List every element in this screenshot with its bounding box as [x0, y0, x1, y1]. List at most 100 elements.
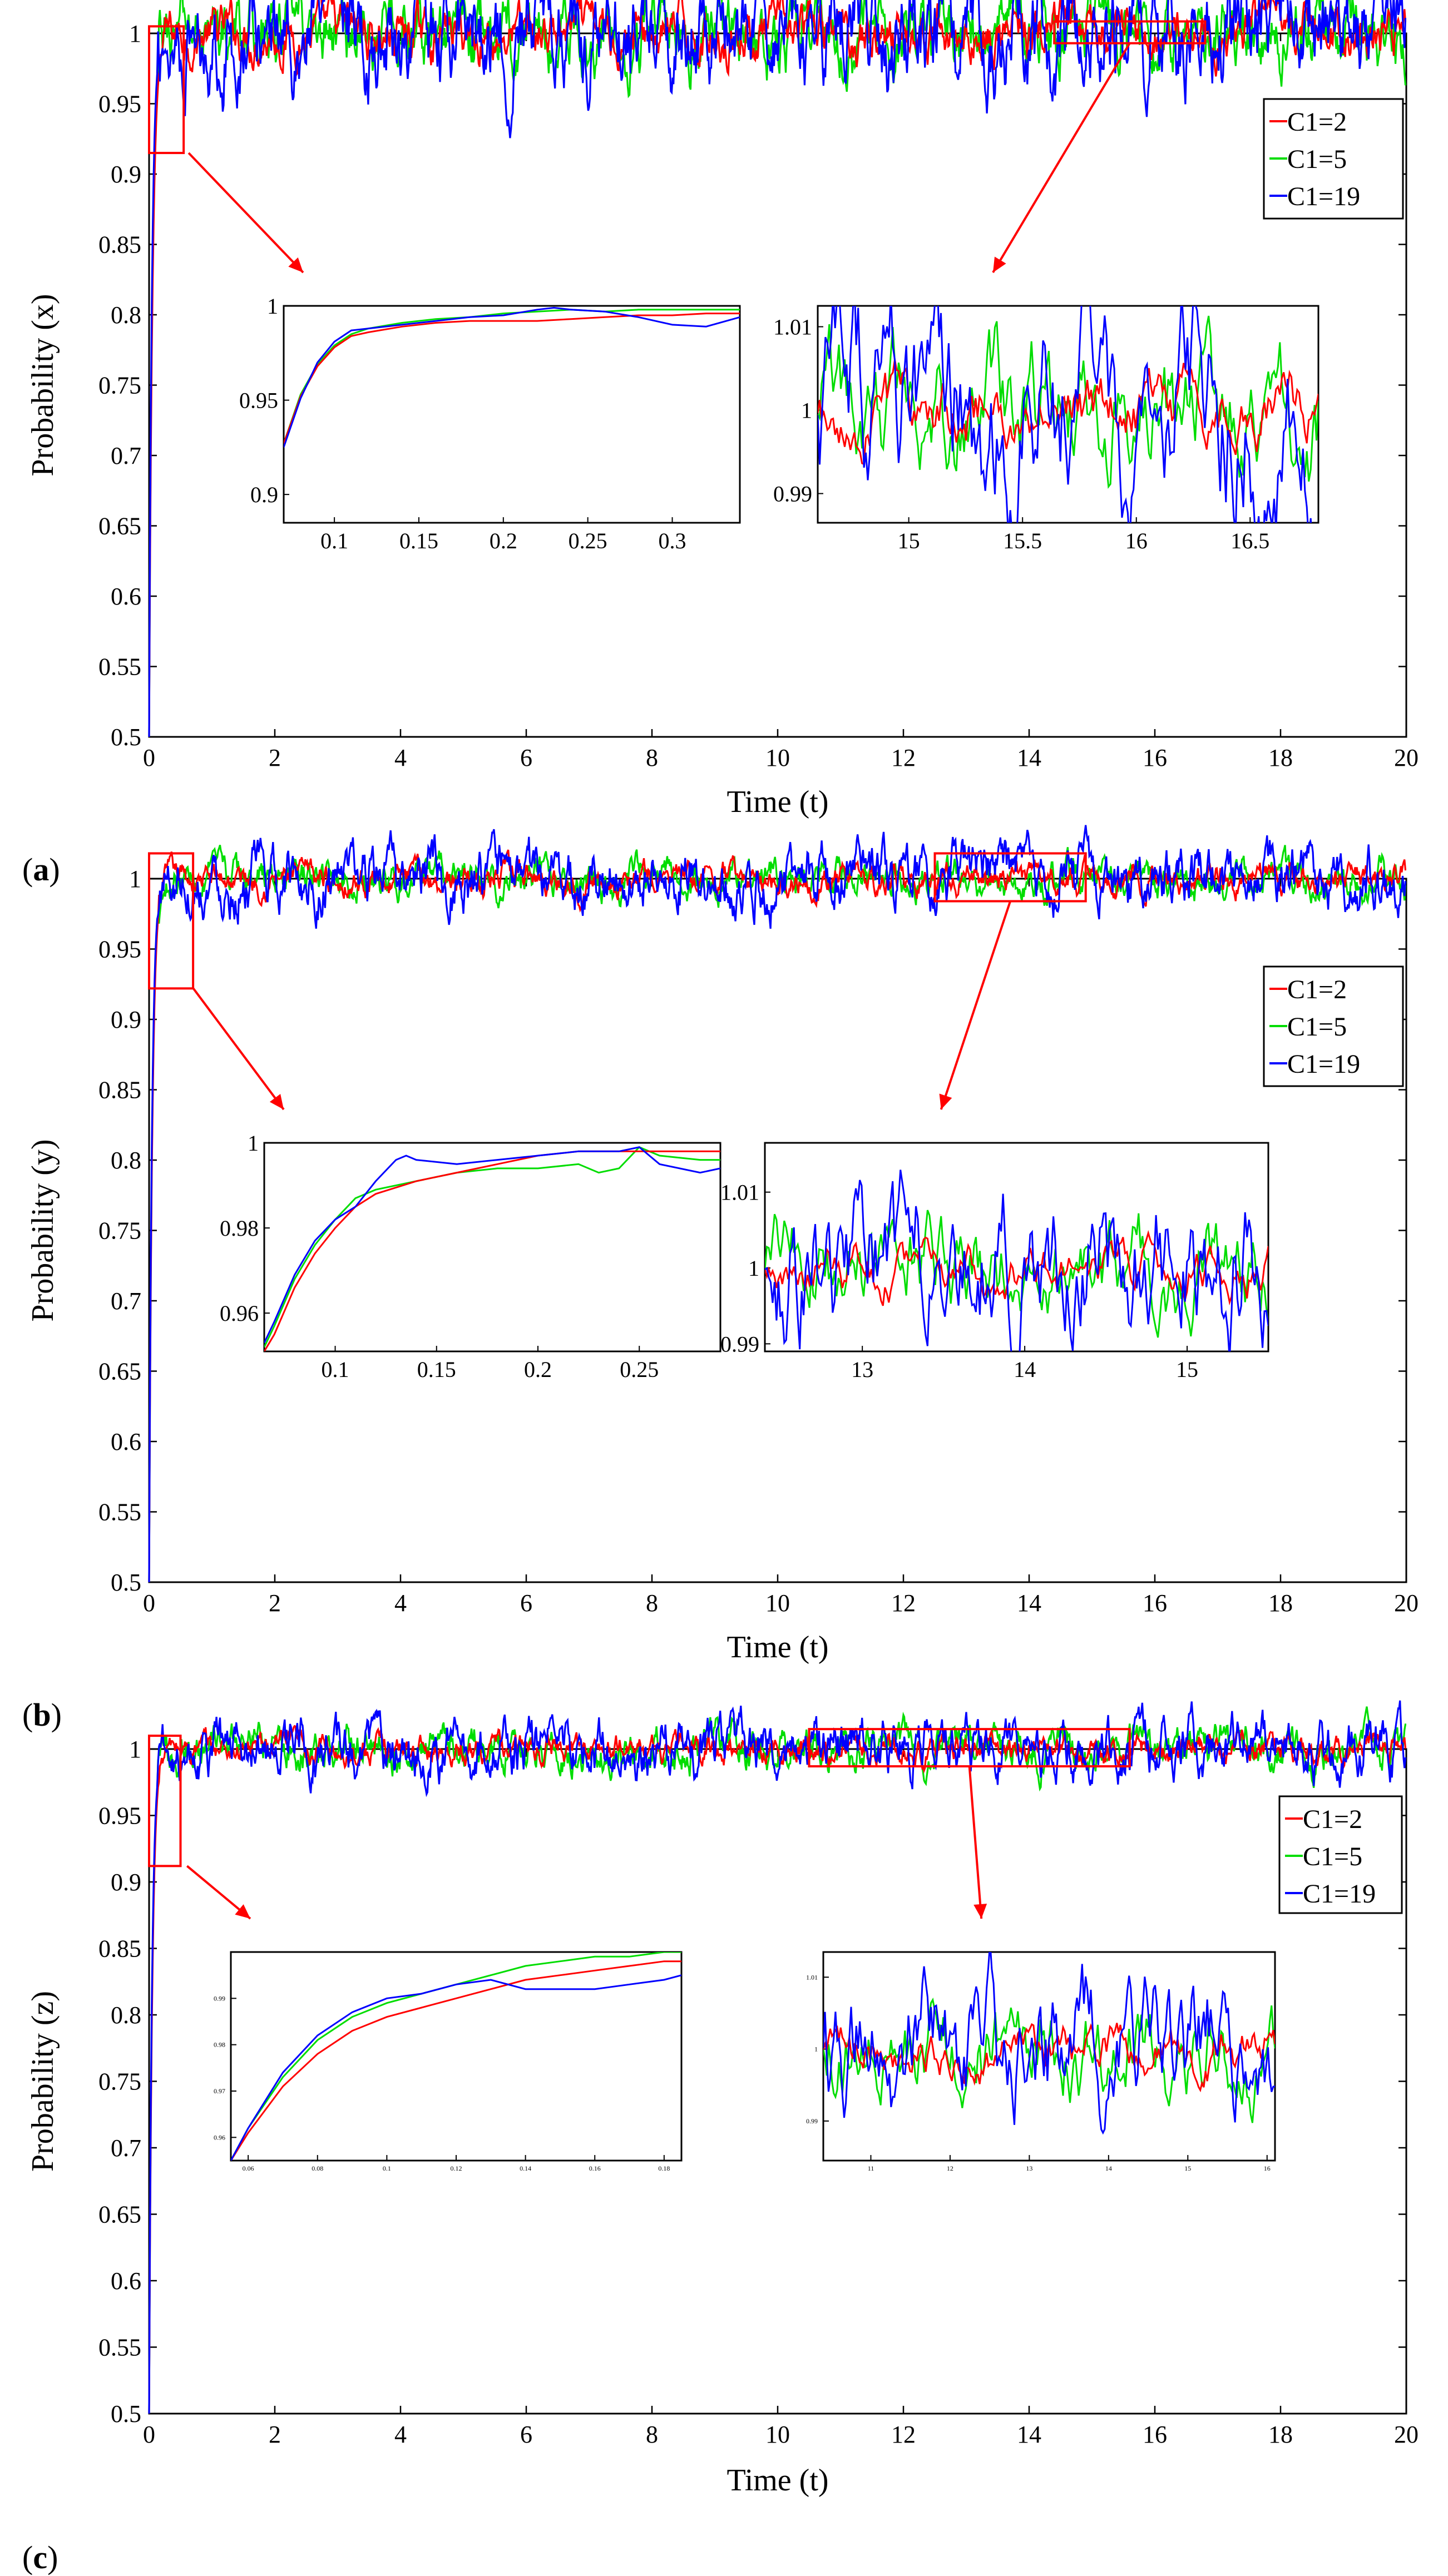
y-tick-label: 0.95 — [98, 1802, 141, 1830]
panel-label-b: (b) — [22, 1697, 62, 1733]
x-tick-label: 10 — [765, 1589, 790, 1617]
legend-entry: C1=19 — [1287, 1049, 1360, 1079]
y-tick-label: 0.6 — [111, 1428, 141, 1455]
legend-entry: C1=5 — [1287, 145, 1347, 174]
zoom-arrow — [968, 1766, 983, 1919]
y-tick-label: 0.55 — [98, 1499, 141, 1526]
y-tick-label: 0.9 — [111, 1869, 141, 1896]
inset-y-tick-label: 1.01 — [720, 1180, 759, 1205]
x-tick-label: 12 — [891, 2421, 916, 2448]
inset-y-tick-label: 0.95 — [239, 388, 278, 413]
inset-x-tick-label: 16 — [1125, 528, 1148, 553]
y-tick-label: 0.65 — [98, 2201, 141, 2228]
x-tick-label: 20 — [1394, 1589, 1419, 1617]
zoom-highlight-box — [148, 25, 185, 155]
legend-entry: C1=2 — [1287, 107, 1347, 137]
x-tick-label: 6 — [520, 1589, 532, 1617]
zoom-highlight-box — [148, 852, 195, 990]
inset-series-line-c1-19 — [818, 306, 1312, 523]
inset-series-line-c1-5 — [264, 1146, 720, 1348]
x-tick-label: 20 — [1394, 744, 1419, 771]
inset-x-tick-label: 13 — [851, 1357, 873, 1382]
zoom-arrow — [192, 988, 285, 1111]
inset-x-tick-label: 0.2 — [524, 1357, 552, 1382]
y-axis-label: Probability (z) — [26, 1991, 60, 2172]
y-tick-label: 0.95 — [98, 936, 141, 963]
series-line-c1-2 — [148, 849, 1406, 1583]
y-tick-label: 0.65 — [98, 1358, 141, 1385]
inset-x-tick-label: 0.1 — [322, 1357, 349, 1382]
inset-y-tick-label: 1.01 — [773, 315, 812, 340]
inset-x-tick-label: 15.5 — [1003, 528, 1042, 553]
x-tick-label: 2 — [269, 2421, 281, 2448]
inset-series-line-c1-19 — [284, 306, 740, 448]
x-tick-label: 2 — [269, 1589, 281, 1617]
inset-y-tick-label: 0.9 — [250, 482, 278, 507]
inset-x-tick-label: 0.15 — [399, 528, 438, 553]
legend-entry: C1=2 — [1287, 975, 1347, 1004]
zoom-arrow — [992, 42, 1131, 274]
inset-x-tick-label: 14 — [1014, 1357, 1036, 1382]
inset-x-tick-label: 0.1 — [320, 528, 348, 553]
inset-transient: 0.1 0.15 0.2 0.25 0.3 0.9 0.95 1 — [239, 294, 741, 553]
y-tick-label: 0.5 — [111, 2400, 141, 2428]
zoom-arrow-head — [939, 1093, 952, 1109]
inset-transient: 0.06 0.08 0.1 0.12 0.14 0.16 0.18 0.96 0.97 0.98 0… — [214, 1951, 683, 2172]
y-tick-label: 0.85 — [98, 1077, 141, 1104]
x-tick-label: 4 — [394, 2421, 407, 2448]
x-tick-label: 4 — [394, 1589, 407, 1617]
x-tick-label: 16 — [1143, 744, 1167, 771]
y-tick-label: 0.8 — [111, 2002, 141, 2029]
x-axis-label: Time (t) — [727, 1630, 828, 1665]
zoom-highlight-box — [148, 1735, 182, 1867]
inset-y-tick-label: 0.96 — [214, 2133, 225, 2141]
y-tick-label: 0.5 — [111, 724, 141, 751]
y-tick-label: 0.6 — [111, 2267, 141, 2295]
inset-y-tick-label: 0.99 — [773, 482, 812, 507]
inset-x-tick-label: 14 — [1105, 2164, 1112, 2172]
y-tick-label: 0.7 — [111, 1287, 141, 1315]
y-tick-label: 0.85 — [98, 1935, 141, 1963]
chart-panel-a: 0 2 4 6 8 10 12 14 16 18 20 0.5 0.55 0.6 0.65 0.7 0.75 0.… — [26, 0, 1419, 819]
inset-y-tick-label: 1 — [801, 398, 812, 423]
inset-y-tick-label: 0.99 — [720, 1331, 759, 1356]
inset-frame — [263, 1142, 721, 1353]
panel-label-a: (a) — [22, 851, 60, 888]
inset-noise: 15 15.5 16 16.5 0.99 1 1.01 — [773, 305, 1319, 553]
y-tick-label: 0.9 — [111, 161, 141, 188]
inset-y-tick-label: 0.99 — [806, 2117, 818, 2125]
inset-x-tick-label: 0.3 — [659, 528, 686, 553]
inset-x-tick-label: 12 — [947, 2164, 953, 2172]
x-tick-label: 16 — [1143, 2421, 1167, 2448]
inset-x-tick-label: 0.08 — [312, 2164, 323, 2172]
x-tick-label: 16 — [1143, 1589, 1167, 1617]
y-tick-label: 0.75 — [98, 372, 141, 399]
inset-series-line-c1-19 — [823, 1952, 1275, 2135]
y-tick-label: 0.55 — [98, 653, 141, 681]
x-tick-label: 6 — [520, 744, 532, 771]
inset-y-tick-label: 1 — [814, 2045, 818, 2053]
y-tick-label: 0.8 — [111, 1147, 141, 1174]
inset-series-line-c1-19 — [765, 1170, 1268, 1351]
zoom-highlight-box — [808, 1728, 1131, 1768]
inset-series-line-c1-2 — [818, 359, 1318, 465]
inset-noise: 13 14 15 0.99 1 1.01 — [720, 1142, 1269, 1382]
inset-frame — [283, 305, 741, 524]
x-tick-label: 8 — [646, 744, 658, 771]
x-tick-label: 4 — [394, 744, 407, 771]
legend-entry: C1=5 — [1303, 1842, 1362, 1871]
inset-x-tick-label: 13 — [1026, 2164, 1032, 2172]
x-tick-label: 14 — [1017, 1589, 1041, 1617]
inset-frame — [764, 1142, 1269, 1353]
x-tick-label: 18 — [1268, 1589, 1293, 1617]
chart-panel-c: 0 2 4 6 8 10 12 14 16 18 20 0.5 0.55 0.6 0.65 0.7 0.75 0.… — [26, 1700, 1419, 2498]
x-tick-label: 18 — [1268, 2421, 1293, 2448]
inset-x-tick-label: 0.16 — [589, 2164, 601, 2172]
x-axis-label: Time (t) — [727, 2463, 828, 2498]
inset-series-line-c1-2 — [284, 313, 740, 444]
inset-x-tick-label: 16.5 — [1230, 528, 1269, 553]
y-tick-label: 0.6 — [111, 583, 141, 610]
x-tick-label: 12 — [891, 744, 916, 771]
zoom-arrow-head — [973, 1904, 987, 1919]
y-tick-label: 0.75 — [98, 1217, 141, 1245]
